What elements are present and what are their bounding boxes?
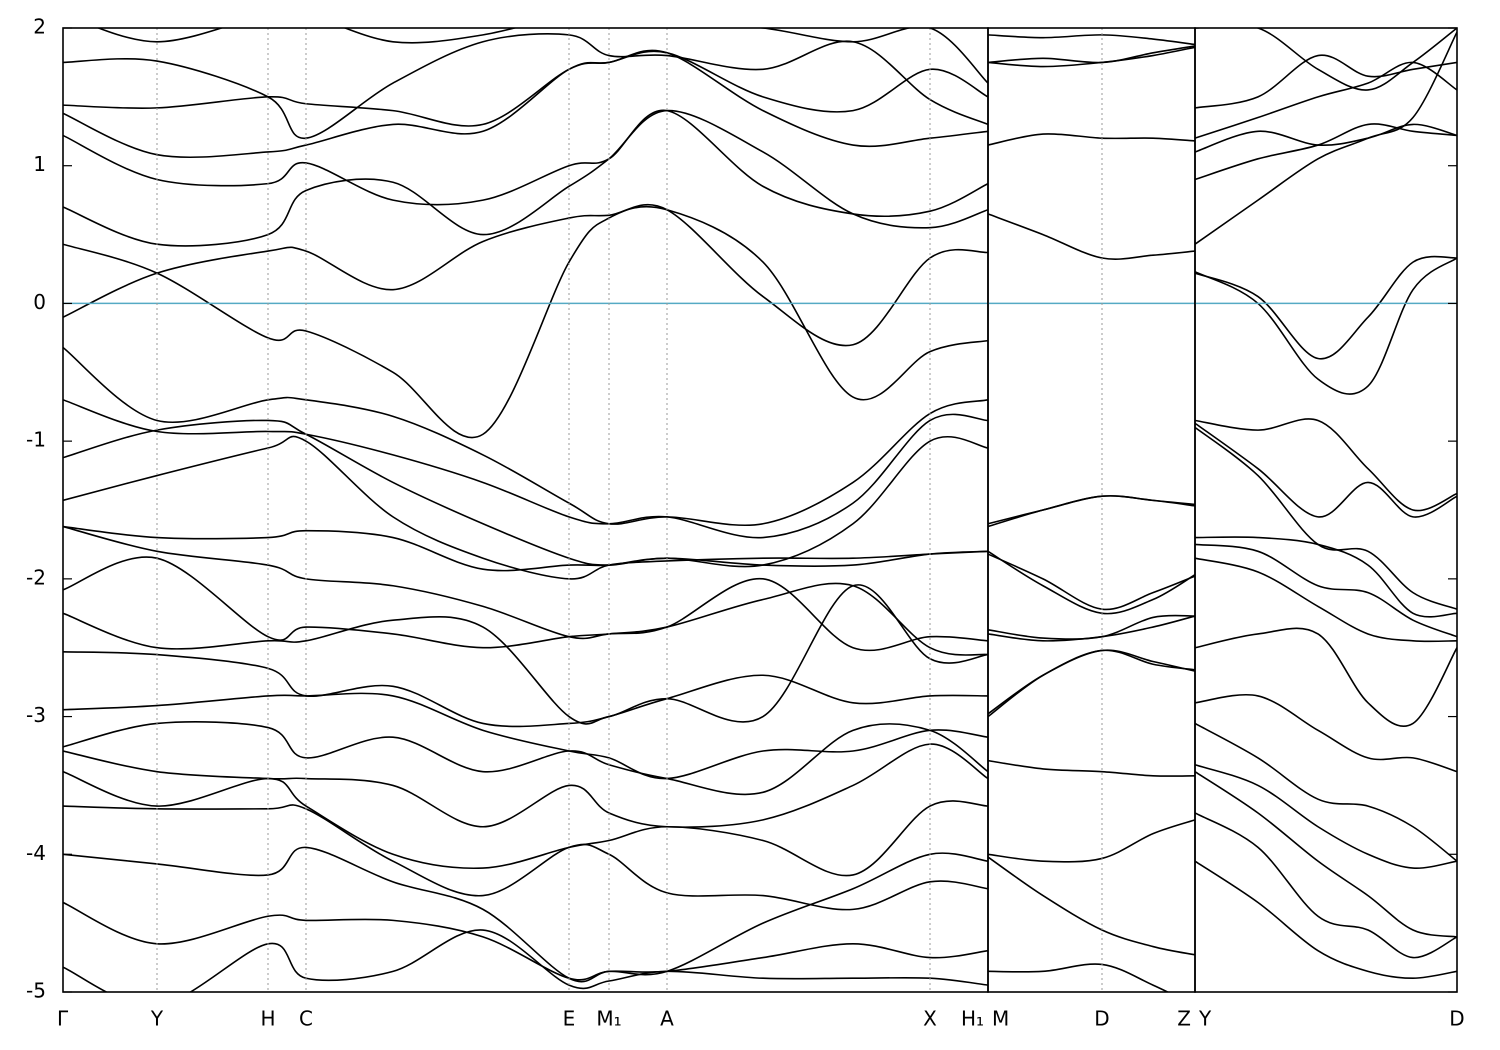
x-tick-label: X bbox=[923, 1007, 937, 1031]
band bbox=[63, 721, 989, 796]
band bbox=[63, 770, 989, 877]
band bbox=[1194, 693, 1457, 773]
x-tick-label: E bbox=[563, 1007, 576, 1031]
y-tick-label: -1 bbox=[26, 428, 46, 452]
x-tick-label: M bbox=[992, 1007, 1009, 1031]
band bbox=[987, 963, 1170, 992]
band bbox=[63, 692, 989, 780]
x-tick-label: Y bbox=[150, 1007, 164, 1031]
band bbox=[1194, 722, 1457, 862]
band bbox=[1194, 764, 1457, 869]
band bbox=[1194, 61, 1457, 139]
y-tick-label: -3 bbox=[26, 703, 46, 727]
bands bbox=[63, 28, 1457, 992]
y-tick-label: -4 bbox=[26, 841, 46, 865]
band bbox=[63, 901, 989, 981]
x-tick-label: D bbox=[1449, 1007, 1464, 1031]
x-tick-label: Γ bbox=[57, 1007, 69, 1031]
band bbox=[63, 743, 989, 828]
band bbox=[987, 856, 1196, 956]
band bbox=[63, 556, 989, 652]
band bbox=[987, 46, 1196, 68]
x-tick-label: C bbox=[299, 1007, 313, 1031]
x-tick-label: Z bbox=[1177, 1007, 1191, 1031]
band bbox=[63, 435, 989, 580]
band bbox=[1194, 812, 1457, 959]
band bbox=[1194, 54, 1457, 109]
x-tick-label: M₁ bbox=[596, 1007, 621, 1031]
band bbox=[96, 28, 989, 84]
band bbox=[1194, 255, 1457, 360]
band bbox=[63, 50, 989, 127]
panel-frame bbox=[987, 27, 1196, 993]
band bbox=[1194, 418, 1457, 512]
y-tick-label: 2 bbox=[33, 15, 46, 39]
band bbox=[987, 649, 1196, 718]
panel-frame bbox=[62, 27, 989, 993]
band bbox=[63, 804, 989, 911]
band bbox=[987, 34, 1196, 46]
band bbox=[987, 133, 1196, 146]
band bbox=[1194, 257, 1457, 395]
band bbox=[987, 553, 1196, 611]
band bbox=[63, 399, 989, 539]
x-tick-label: D bbox=[1094, 1007, 1109, 1031]
panel-frame bbox=[1194, 27, 1458, 993]
band bbox=[63, 525, 989, 656]
band bbox=[63, 205, 989, 439]
band bbox=[987, 213, 1196, 260]
band bbox=[987, 495, 1196, 525]
band bbox=[63, 204, 989, 347]
band bbox=[63, 346, 989, 527]
band bbox=[987, 495, 1196, 528]
y-tick-label: 1 bbox=[33, 152, 46, 176]
band bbox=[1194, 557, 1457, 643]
band bbox=[1194, 426, 1457, 610]
band bbox=[1194, 536, 1457, 618]
band bbox=[63, 419, 989, 568]
band bbox=[987, 615, 1196, 642]
band bbox=[1195, 28, 1457, 91]
y-tick-label: -2 bbox=[26, 565, 46, 589]
band bbox=[987, 819, 1196, 863]
y-tick-label: -5 bbox=[26, 979, 46, 1003]
x-tick-label: H bbox=[260, 1007, 275, 1031]
x-tick-label: Y bbox=[1198, 1007, 1212, 1031]
band bbox=[1194, 123, 1457, 181]
band bbox=[987, 759, 1196, 777]
band bbox=[1194, 860, 1457, 980]
band bbox=[63, 33, 989, 139]
band bbox=[1194, 770, 1457, 938]
band bbox=[987, 550, 1196, 615]
x-tick-label: A bbox=[660, 1007, 674, 1031]
band bbox=[1194, 543, 1457, 638]
band bbox=[63, 109, 989, 217]
band bbox=[63, 846, 989, 983]
y-tick-label: 0 bbox=[33, 290, 46, 314]
band bbox=[63, 525, 989, 572]
band bbox=[987, 649, 1196, 715]
band bbox=[63, 584, 989, 725]
x-tick-label: H₁ bbox=[961, 1007, 984, 1031]
band bbox=[987, 614, 1196, 640]
band bbox=[63, 651, 989, 728]
band bbox=[1194, 123, 1457, 153]
band bbox=[63, 109, 989, 247]
band bbox=[63, 929, 989, 992]
band bbox=[1194, 31, 1457, 245]
band bbox=[1194, 422, 1457, 518]
band bbox=[1194, 627, 1457, 727]
